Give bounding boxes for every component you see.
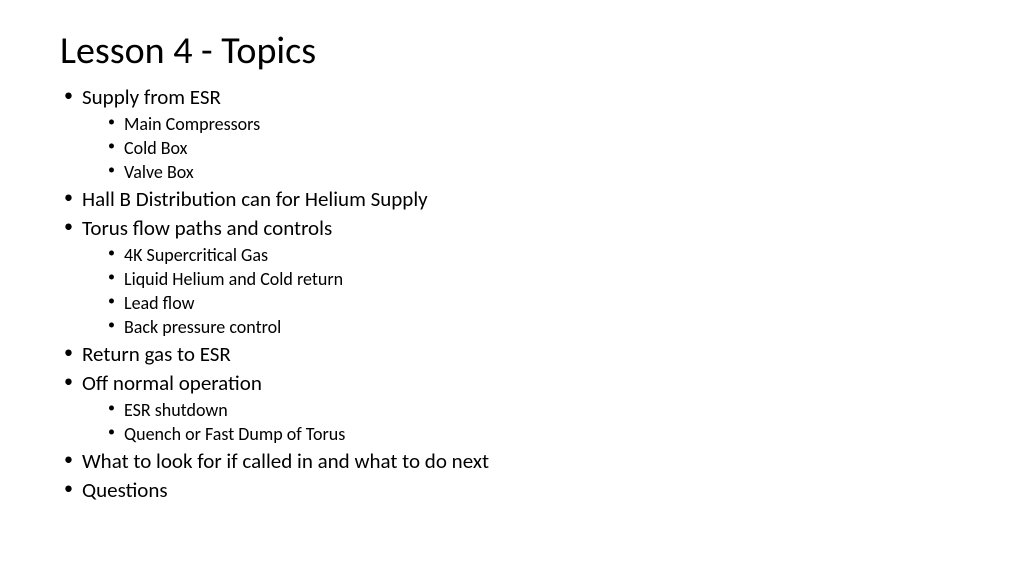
sub-list-item: Cold Box [104,137,964,160]
list-item-label: Off normal operation [82,370,262,396]
slide: Lesson 4 - Topics Supply from ESR Main Co… [0,0,1024,525]
list-item-label: What to look for if called in and what t… [82,448,489,474]
sub-list-item: Quench or Fast Dump of Torus [104,423,964,446]
sub-list-item: Liquid Helium and Cold return [104,268,964,291]
sub-list: 4K Supercritical GasLiquid Helium and Co… [82,244,964,339]
list-item: Questions [60,477,964,504]
list-item-label: Torus flow paths and controls [82,215,332,241]
sub-list: Main CompressorsCold BoxValve Box [82,113,964,184]
sub-list-item: Back pressure control [104,316,964,339]
list-item: Hall B Distribution can for Helium Suppl… [60,186,964,213]
list-item: Torus flow paths and controls 4K Supercri… [60,215,964,339]
sub-list-item: Main Compressors [104,113,964,136]
outline-list: Supply from ESR Main CompressorsCold BoxV… [60,84,964,503]
list-item: Supply from ESR Main CompressorsCold BoxV… [60,84,964,184]
list-item-label: Return gas to ESR [82,341,231,367]
list-item-label: Supply from ESR [82,84,221,110]
list-item: Off normal operation ESR shutdownQuench o… [60,370,964,446]
list-item-label: Questions [82,477,168,503]
slide-title: Lesson 4 - Topics [60,28,964,74]
sub-list-item: ESR shutdown [104,399,964,422]
sub-list-item: Valve Box [104,161,964,184]
list-item: What to look for if called in and what t… [60,448,964,475]
sub-list-item: Lead flow [104,292,964,315]
list-item: Return gas to ESR [60,341,964,368]
list-item-label: Hall B Distribution can for Helium Suppl… [82,186,428,212]
sub-list: ESR shutdownQuench or Fast Dump of Torus [82,399,964,446]
sub-list-item: 4K Supercritical Gas [104,244,964,267]
